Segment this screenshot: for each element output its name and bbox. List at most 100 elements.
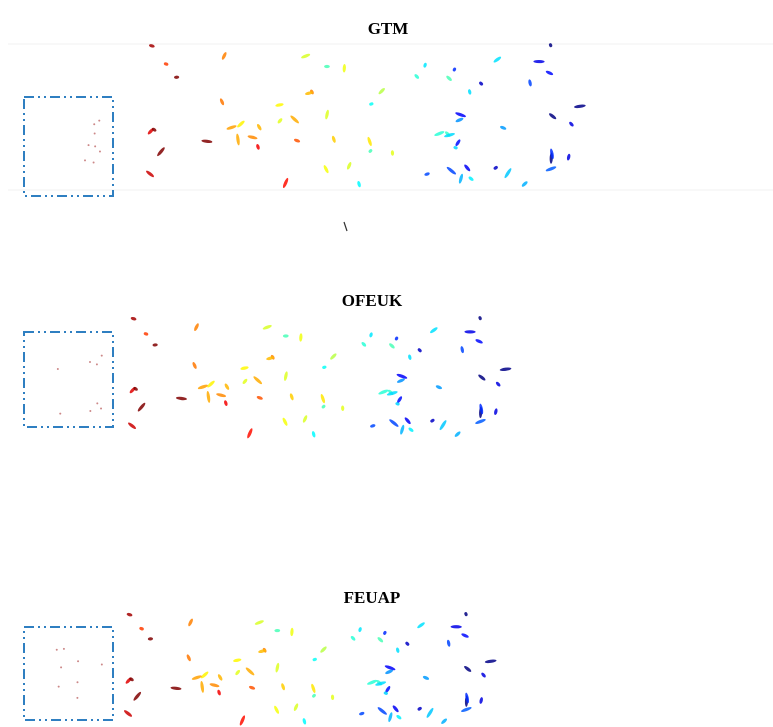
point (464, 612, 468, 617)
point (464, 330, 475, 333)
point (388, 418, 399, 428)
figure: GTM OFEUK FEUAP (0, 0, 773, 727)
box-point (57, 368, 59, 370)
point (346, 161, 352, 170)
point (274, 629, 280, 632)
point (293, 138, 300, 143)
point (236, 133, 241, 145)
point (273, 705, 280, 714)
box-point (88, 144, 90, 146)
point (383, 630, 388, 635)
point (219, 98, 225, 106)
box-point (60, 666, 62, 668)
point (156, 146, 166, 157)
point (342, 64, 346, 73)
point (416, 621, 425, 629)
box-point (93, 162, 95, 164)
point (223, 400, 228, 407)
point (452, 67, 457, 72)
point (290, 628, 294, 637)
point (528, 79, 533, 87)
point (359, 711, 365, 716)
point (545, 165, 557, 172)
point (460, 346, 465, 354)
point (357, 181, 362, 188)
point (193, 323, 200, 332)
point (302, 415, 308, 424)
point (430, 418, 436, 423)
point (417, 347, 423, 353)
point (475, 418, 487, 425)
point (240, 366, 249, 371)
point (463, 665, 472, 673)
point (405, 641, 411, 647)
box-point (93, 123, 95, 125)
point (445, 75, 452, 82)
point (378, 87, 386, 95)
point (369, 102, 374, 106)
box-point (101, 355, 103, 357)
point (454, 139, 461, 147)
point (475, 338, 484, 344)
point (458, 173, 464, 184)
point (455, 117, 464, 123)
point (439, 419, 448, 431)
point (480, 672, 486, 678)
point (242, 378, 249, 385)
point (521, 180, 529, 187)
point (424, 172, 430, 177)
point (451, 625, 462, 628)
point (216, 392, 227, 397)
point (186, 654, 192, 662)
point (217, 673, 223, 681)
point (127, 421, 137, 430)
point (478, 316, 482, 321)
point (404, 416, 412, 425)
point (493, 56, 502, 64)
point (499, 125, 506, 131)
point (152, 343, 157, 347)
point (320, 394, 326, 404)
point (123, 709, 133, 718)
point (187, 618, 194, 627)
point (493, 165, 499, 170)
point (234, 669, 241, 676)
point (574, 104, 586, 109)
point (396, 714, 403, 720)
panel-title: FEUAP (344, 588, 401, 607)
point (358, 627, 363, 633)
point (312, 657, 317, 661)
point (321, 404, 326, 409)
point (361, 341, 367, 347)
point (206, 380, 215, 389)
panel-title: GTM (368, 19, 409, 38)
box-point (58, 686, 60, 688)
point (453, 146, 458, 150)
point (206, 391, 211, 403)
point (322, 365, 327, 369)
point (299, 333, 303, 342)
point (145, 170, 155, 179)
point (282, 177, 289, 188)
point (248, 685, 255, 690)
box-point (98, 120, 100, 122)
box-point (77, 660, 79, 662)
point (280, 683, 285, 691)
point (192, 361, 198, 369)
point (163, 62, 168, 67)
box-point (99, 151, 101, 153)
point (463, 164, 471, 173)
embedding-points (56, 43, 586, 726)
point (414, 73, 420, 79)
point (275, 663, 280, 673)
point (485, 659, 497, 664)
box-point (100, 408, 102, 410)
point (495, 381, 501, 387)
point (310, 683, 316, 693)
point (176, 396, 187, 400)
point (233, 658, 242, 663)
point (139, 626, 144, 631)
point (311, 431, 316, 438)
box-point (101, 663, 103, 665)
point (566, 153, 571, 160)
